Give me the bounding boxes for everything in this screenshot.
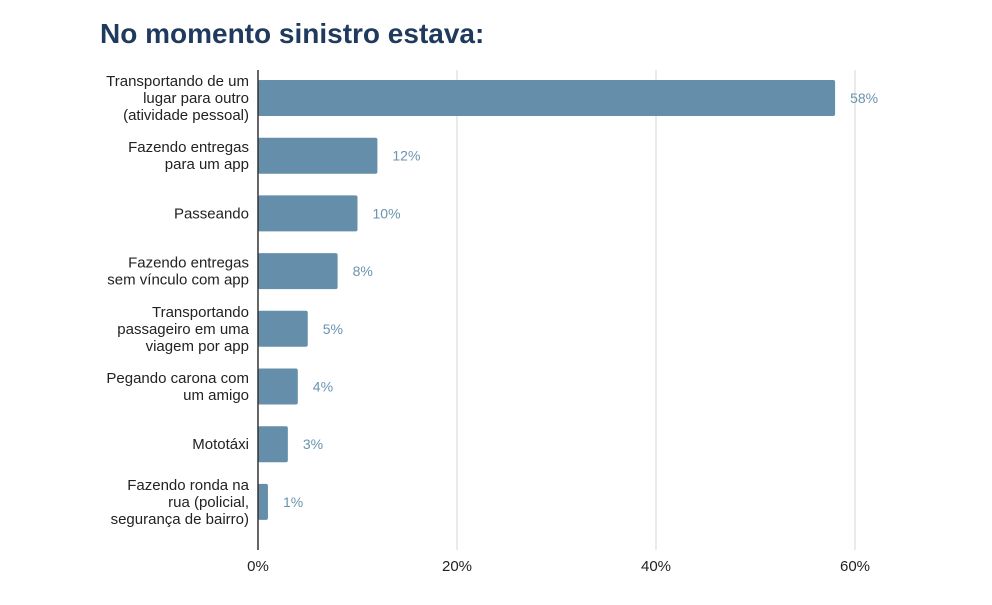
category-label: Fazendo entregas para um app: [128, 139, 249, 173]
bar: [258, 426, 288, 463]
category-label-line: um amigo: [183, 387, 249, 404]
category-label-line: rua (policial,: [168, 494, 249, 511]
value-label: 5%: [323, 321, 343, 337]
x-tick-label: 60%: [840, 558, 870, 575]
category-label-line: Transportando: [152, 304, 249, 321]
category-label: Fazendo entregas sem vínculo com app: [107, 255, 249, 289]
category-label-line: sem vínculo com app: [107, 272, 249, 289]
value-label: 1%: [283, 494, 303, 510]
category-label: Transportando de um lugar para outro (ativ…: [106, 73, 249, 124]
x-tick-label: 20%: [442, 558, 472, 575]
category-label: Mototáxi: [192, 436, 249, 453]
category-label: Passeando: [174, 205, 249, 222]
bar: [258, 368, 298, 405]
value-label: 8%: [353, 263, 373, 279]
chart-title: No momento sinistro estava:: [100, 18, 485, 49]
category-label-line: Pegando carona com: [106, 370, 249, 387]
bar: [258, 195, 358, 232]
category-label-line: Passeando: [174, 205, 249, 222]
bar: [258, 310, 308, 347]
bar: [258, 80, 836, 116]
value-label: 3%: [303, 436, 323, 452]
category-label-line: Fazendo entregas: [128, 139, 249, 156]
category-label-line: Fazendo entregas: [128, 255, 249, 272]
bar: [258, 253, 338, 290]
x-tick-label: 0%: [247, 558, 269, 575]
category-label: Fazendo ronda na rua (policial, segurança …: [111, 477, 250, 528]
x-tick-label: 40%: [641, 558, 671, 575]
category-label: Pegando carona com um amigo: [106, 370, 249, 404]
value-label: 4%: [313, 379, 333, 395]
category-label-line: (atividade pessoal): [123, 107, 249, 124]
category-labels: Transportando de um lugar para outro (ativ…: [106, 73, 250, 528]
category-label-line: Mototáxi: [192, 436, 249, 453]
category-label-line: Fazendo ronda na: [127, 477, 249, 494]
category-label-line: Transportando de um: [106, 73, 249, 90]
bar: [258, 483, 268, 520]
value-label: 12%: [392, 148, 420, 164]
category-label-line: segurança de bairro): [111, 511, 249, 528]
category-label-line: viagem por app: [146, 338, 249, 355]
x-axis-tick-labels: 0% 20% 40% 60%: [247, 558, 870, 575]
category-label-line: para um app: [165, 156, 249, 173]
grid-lines: [456, 70, 856, 550]
category-label-line: passageiro em uma: [117, 321, 249, 338]
bars: [258, 80, 836, 520]
value-label: 10%: [373, 205, 401, 221]
bar: [258, 137, 378, 174]
value-labels: 58% 12% 10% 8% 5% 4% 3% 1%: [283, 90, 878, 510]
category-label-line: lugar para outro: [143, 90, 249, 107]
value-label: 58%: [850, 90, 878, 106]
category-label: Transportando passageiro em uma viagem por…: [117, 304, 249, 355]
